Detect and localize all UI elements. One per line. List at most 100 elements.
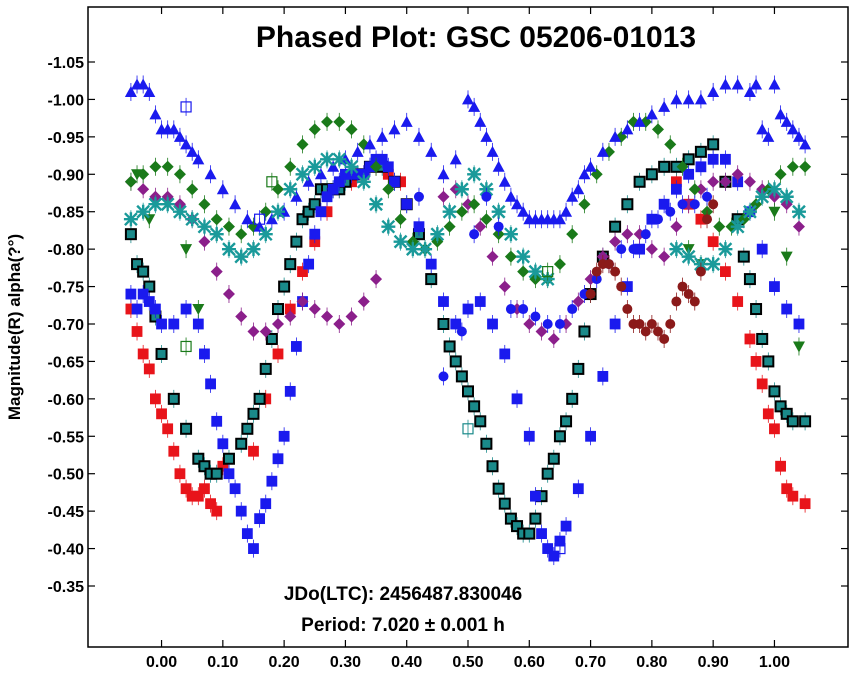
data-point-triangle-up — [241, 213, 254, 225]
data-point-circle — [591, 266, 602, 277]
data-point-square — [192, 490, 204, 502]
data-point-square — [468, 400, 481, 413]
data-point-cross — [528, 264, 543, 279]
data-point-triangle-up — [645, 108, 658, 120]
data-point-square — [137, 288, 149, 300]
data-point-square — [217, 460, 229, 472]
data-point-diamond — [235, 228, 248, 241]
data-point-triangle-up — [658, 100, 671, 112]
data-point-square — [253, 392, 266, 405]
data-point-diamond — [688, 183, 701, 196]
data-point-square — [474, 296, 486, 307]
y-tick-label: -0.80 — [48, 242, 85, 259]
data-point-circle — [585, 289, 596, 300]
data-point-square — [566, 392, 579, 405]
data-point-triangle-up — [449, 153, 462, 165]
data-point-triangle-down — [131, 169, 144, 181]
data-marks — [123, 75, 812, 566]
data-point-diamond — [572, 295, 585, 308]
data-point-cross — [234, 249, 249, 264]
data-point-square — [156, 318, 167, 330]
data-point-triangle-up — [302, 175, 315, 187]
data-point-square — [707, 153, 719, 165]
data-point-diamond — [222, 220, 235, 233]
data-point-cross — [681, 249, 696, 264]
data-point-triangle-up — [327, 160, 340, 172]
data-point-square — [682, 153, 695, 166]
y-tick-label: -0.65 — [48, 354, 85, 371]
data-point-square — [235, 505, 247, 517]
data-point-square — [768, 385, 781, 398]
data-point-square — [621, 198, 634, 211]
data-point-diamond — [124, 175, 137, 188]
data-point-square — [744, 333, 756, 345]
data-point-diamond — [547, 332, 560, 345]
data-point-square — [425, 273, 438, 286]
data-point-diamond — [743, 175, 756, 188]
x-tick-label: 0.10 — [207, 654, 238, 671]
data-point-diamond — [198, 198, 211, 211]
data-point-square — [750, 356, 762, 367]
data-point-square — [480, 437, 493, 450]
data-point-triangle-up — [799, 138, 812, 150]
data-point-square — [572, 483, 584, 495]
data-point-square — [720, 266, 731, 278]
data-point-triangle-up — [719, 78, 732, 90]
data-point-triangle-down — [780, 251, 793, 263]
data-point-triangle-up — [376, 130, 389, 142]
data-point-square — [609, 318, 621, 330]
data-point-diamond — [676, 160, 689, 173]
data-point-diamond — [235, 310, 248, 323]
data-point-triangle-up — [474, 115, 487, 127]
data-point-square — [303, 258, 315, 270]
y-tick-label: -0.70 — [48, 317, 85, 334]
data-point-square — [235, 437, 248, 450]
data-point-diamond — [652, 123, 664, 136]
data-point-square — [609, 220, 622, 233]
y-tick-label: -1.05 — [48, 55, 85, 72]
data-point-open-square — [266, 176, 278, 188]
data-point-square — [143, 363, 155, 375]
data-point-square — [180, 303, 192, 315]
data-point-square — [137, 265, 150, 278]
data-point-square — [707, 138, 720, 151]
data-point-diamond — [645, 243, 658, 256]
data-point-square — [389, 176, 400, 188]
data-point-cross — [271, 204, 285, 219]
data-point-square — [462, 303, 474, 315]
data-point-diamond — [333, 115, 346, 128]
data-point-diamond — [173, 168, 186, 181]
data-point-triangle-up — [229, 198, 242, 210]
data-point-diamond — [774, 168, 787, 181]
data-point-square — [492, 482, 505, 495]
data-point-triangle-up — [694, 93, 707, 105]
y-tick-label: -1.00 — [48, 92, 85, 109]
data-point-square — [168, 318, 180, 330]
data-point-square — [309, 228, 321, 240]
data-point-diamond — [345, 123, 358, 136]
data-point-square — [278, 430, 290, 442]
data-point-cross — [503, 227, 518, 242]
data-point-square — [174, 468, 186, 480]
data-point-square — [211, 505, 223, 517]
data-point-triangle-up — [774, 108, 787, 120]
data-point-diamond — [149, 160, 162, 173]
data-point-square — [462, 385, 474, 398]
jd-annotation: JDo(LTC): 2456487.830046 — [284, 584, 522, 605]
data-point-cross — [295, 167, 310, 182]
data-point-square — [633, 175, 646, 188]
data-point-cross — [356, 174, 371, 189]
data-point-square — [486, 460, 499, 473]
data-point-diamond — [284, 310, 297, 323]
data-point-diamond — [553, 258, 566, 271]
data-point-diamond — [382, 183, 395, 196]
data-point-square — [308, 198, 321, 211]
data-point-square — [450, 318, 462, 330]
data-point-square — [750, 303, 763, 316]
data-point-triangle-down — [192, 304, 205, 316]
data-point-square — [180, 483, 192, 495]
data-point-triangle-up — [290, 190, 303, 202]
data-point-square — [780, 407, 793, 420]
x-tick-label: 0.50 — [452, 654, 483, 671]
